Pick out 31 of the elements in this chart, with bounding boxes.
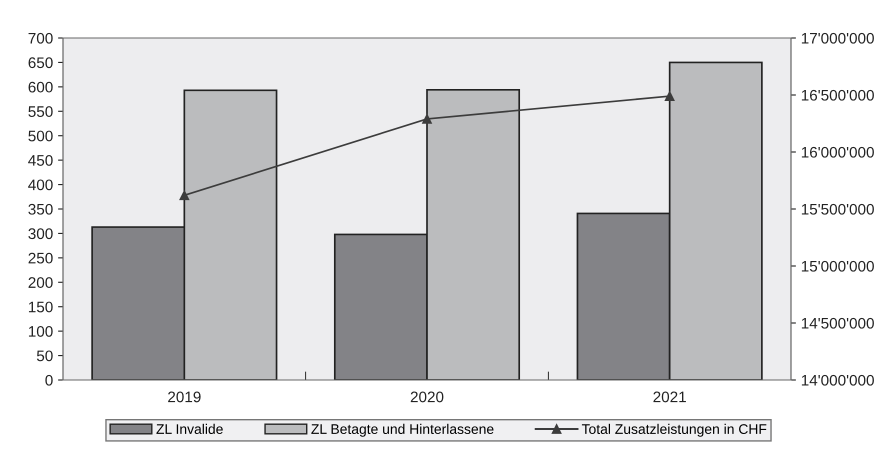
- y-tick-label: 0: [45, 374, 53, 386]
- y-tick-label: 450: [28, 155, 53, 166]
- y2-tick-label: 16'500'000: [802, 90, 874, 101]
- legend-label: Total Zusatzleistungen in CHF: [582, 424, 766, 437]
- point: [179, 190, 190, 200]
- legend-label: ZL Invalide: [156, 424, 223, 434]
- y-tick-label: 200: [28, 277, 53, 288]
- x-tick-label: 2020: [410, 392, 444, 402]
- y2-tick-label: 15'500'000: [802, 204, 874, 215]
- y-tick-label: 100: [28, 326, 53, 337]
- y-tick-label: 600: [28, 82, 53, 93]
- y-tick-label: 250: [28, 252, 53, 264]
- x-tick-label: 2019: [168, 392, 201, 402]
- y2-tick-label: 14'000'000: [802, 374, 874, 386]
- y-tick-label: 650: [28, 57, 53, 68]
- y-tick-label: 50: [36, 350, 53, 362]
- y-tick-label: 400: [28, 179, 53, 190]
- y-tick-label: 550: [28, 106, 53, 117]
- y-tick-label: 300: [28, 228, 53, 240]
- y2-tick-label: 15'000'000: [802, 260, 874, 272]
- legend-label: ZL Betagte und Hinterlassene: [311, 424, 494, 437]
- y-tick-label: 150: [28, 302, 53, 312]
- y-tick-label: 700: [28, 32, 53, 44]
- y2-tick-label: 16'000'000: [802, 146, 874, 158]
- y-tick-label: 350: [28, 204, 53, 215]
- y2-tick-label: 14'500'000: [802, 318, 874, 329]
- point: [422, 114, 432, 124]
- point: [664, 91, 675, 101]
- x-tick-label: 2021: [653, 392, 686, 402]
- y-tick-label: 500: [28, 130, 53, 142]
- y2-tick-label: 17'000'000: [802, 32, 874, 44]
